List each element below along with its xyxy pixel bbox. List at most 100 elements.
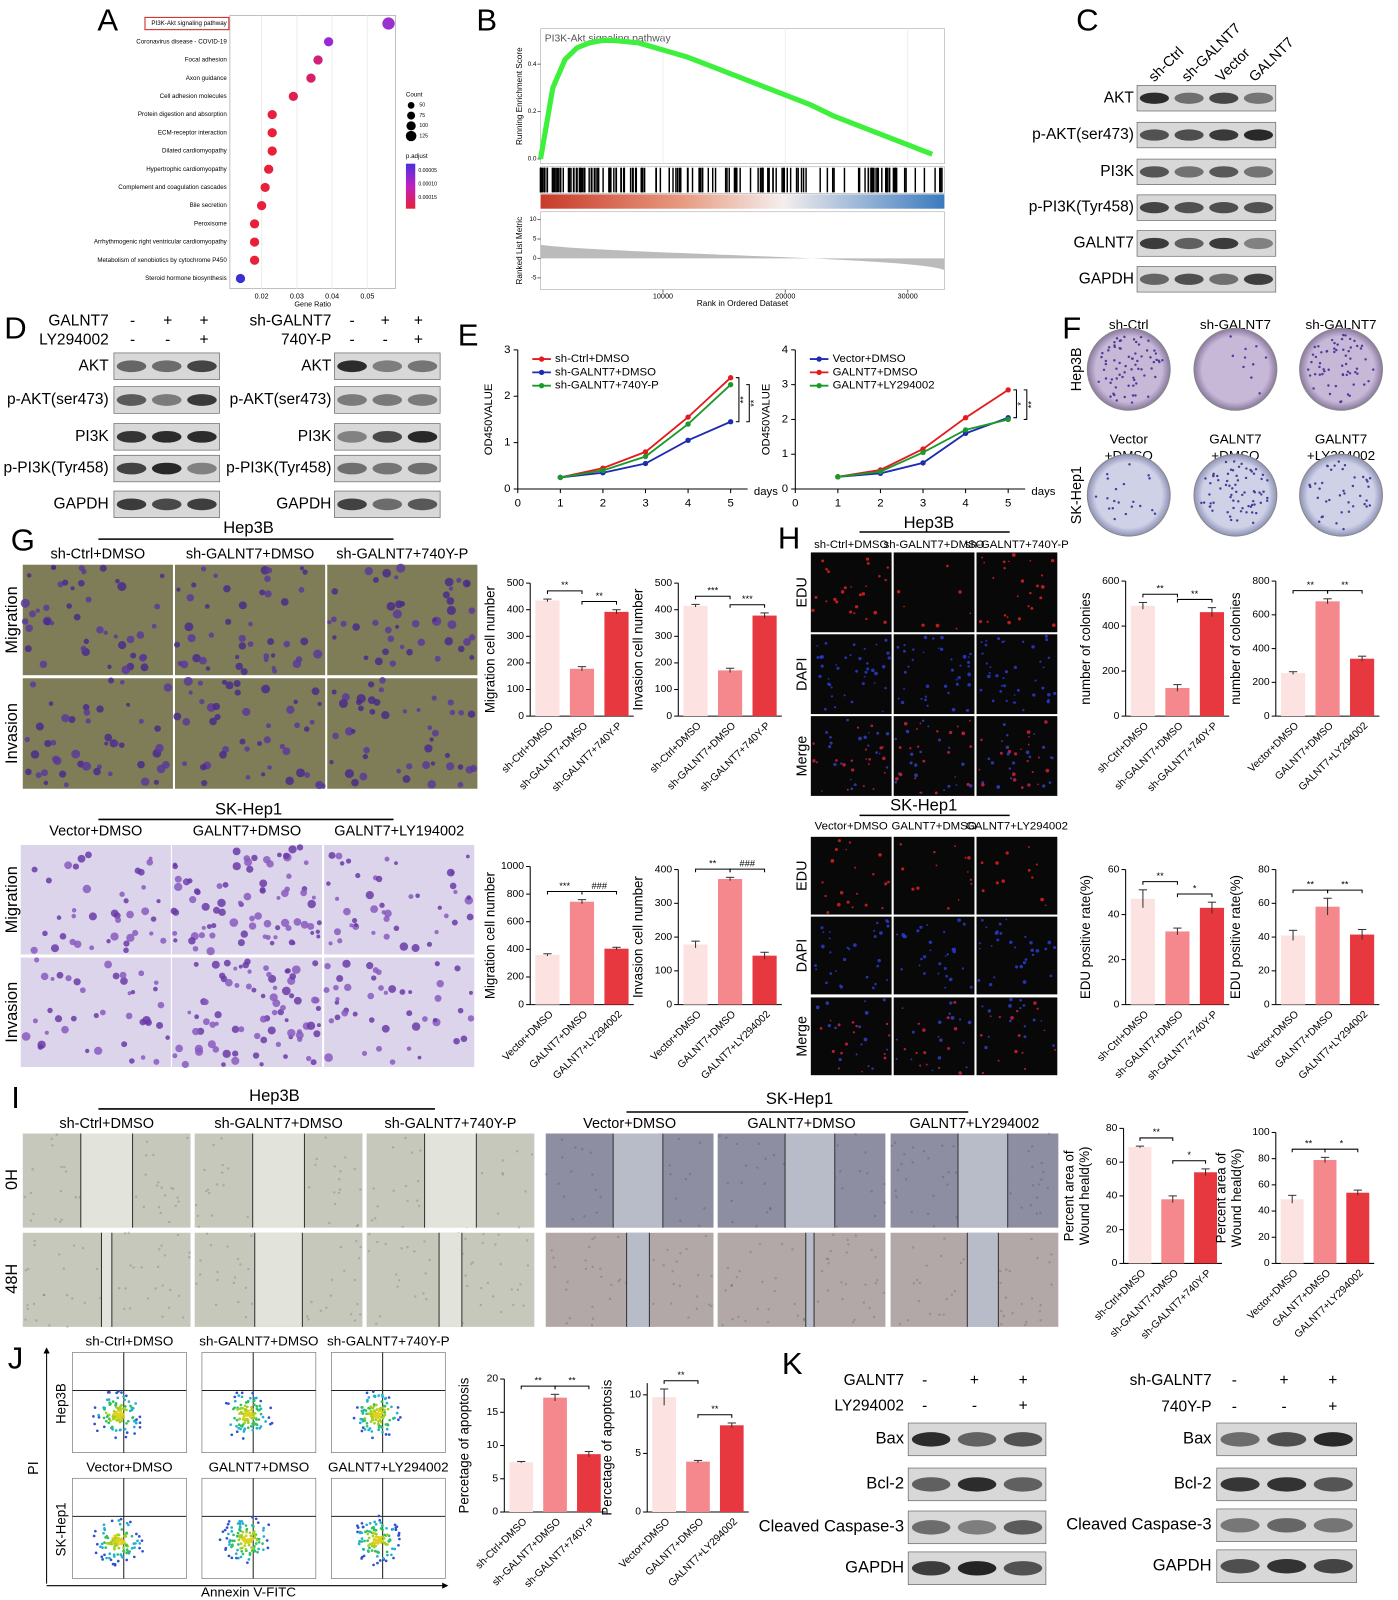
event (249, 1534, 253, 1538)
texture (501, 1171, 504, 1175)
cell (259, 879, 268, 888)
y-tick-label: 200 (655, 658, 673, 669)
event (395, 1411, 399, 1415)
colony (1318, 365, 1321, 369)
cell (381, 910, 386, 915)
y-tick-label: 200 (655, 932, 673, 943)
cell (389, 660, 396, 667)
blot-band (187, 430, 217, 443)
cell (937, 738, 942, 742)
cell (918, 964, 921, 967)
cell (1013, 694, 1016, 696)
cell (197, 680, 204, 686)
cell (979, 620, 983, 624)
cell (280, 598, 289, 606)
event (261, 1415, 265, 1419)
event (255, 1426, 259, 1430)
event (132, 1555, 136, 1559)
scratch-gap (439, 1232, 462, 1327)
cell (1040, 897, 1044, 902)
blot-band (372, 360, 403, 373)
cell (905, 729, 910, 734)
cell (21, 618, 29, 625)
cell (93, 1012, 99, 1019)
cell (437, 905, 442, 910)
texture (725, 1136, 728, 1140)
cell (823, 707, 827, 711)
cell (85, 718, 91, 724)
event (383, 1397, 387, 1401)
event (257, 1540, 261, 1544)
cell (199, 698, 205, 705)
event (370, 1413, 373, 1416)
cell (1025, 750, 1030, 755)
cell (424, 744, 433, 753)
event (243, 1537, 246, 1540)
significance-bracket (1324, 1148, 1359, 1153)
cell (454, 965, 461, 972)
cell (861, 1070, 863, 1073)
legend-marker (538, 369, 545, 376)
texture (349, 1312, 353, 1316)
event (386, 1553, 389, 1557)
line-point (1005, 387, 1011, 393)
colony (1115, 377, 1118, 380)
cell (138, 654, 147, 662)
event (360, 1555, 364, 1559)
event (234, 1552, 238, 1555)
cell (962, 922, 966, 926)
cell (873, 610, 878, 615)
cell (156, 899, 161, 904)
cell (1047, 940, 1052, 945)
cell (83, 709, 91, 716)
cell (1022, 980, 1027, 984)
event (233, 1539, 236, 1543)
colony (1340, 364, 1344, 367)
texture (117, 1286, 121, 1290)
texture (744, 1164, 748, 1167)
blot-label: p-PI3K(Tyr458) (4, 460, 109, 477)
cell (1005, 851, 1009, 855)
event (244, 1541, 247, 1545)
cell (935, 864, 938, 867)
colony (1237, 465, 1241, 469)
group-title: SK-Hep1 (890, 797, 957, 815)
cell (204, 604, 210, 609)
factor-sign: - (972, 1398, 977, 1415)
event (262, 1535, 266, 1538)
column-label: sh-GALNT7+740Y-P (384, 1116, 516, 1132)
texture (565, 1322, 569, 1325)
cell (66, 603, 72, 609)
colony (1347, 510, 1351, 513)
cell (872, 986, 875, 990)
legend-size (405, 130, 417, 142)
texture (522, 1304, 525, 1307)
cell (894, 780, 898, 784)
texture (580, 1148, 584, 1151)
texture (64, 1170, 68, 1173)
y-tick-label: 15 (487, 1407, 499, 1418)
event (385, 1550, 389, 1554)
cell (843, 694, 846, 697)
texture (697, 1224, 701, 1228)
event (239, 1542, 243, 1545)
cell (864, 670, 868, 674)
texture (344, 1156, 347, 1159)
cell (328, 1018, 335, 1024)
event (245, 1418, 249, 1421)
texture (765, 1211, 769, 1214)
cell (1003, 640, 1006, 643)
event (134, 1402, 138, 1405)
colony (1216, 478, 1220, 482)
cell (330, 616, 337, 623)
cell (829, 1019, 832, 1022)
cell (206, 924, 212, 930)
event (125, 1558, 129, 1562)
cell (1003, 684, 1007, 688)
event (235, 1424, 238, 1428)
blot-label: Bcl-2 (866, 1475, 904, 1493)
texture (250, 1234, 253, 1238)
cell (272, 985, 278, 991)
cell (427, 725, 433, 731)
cell (837, 1067, 840, 1070)
